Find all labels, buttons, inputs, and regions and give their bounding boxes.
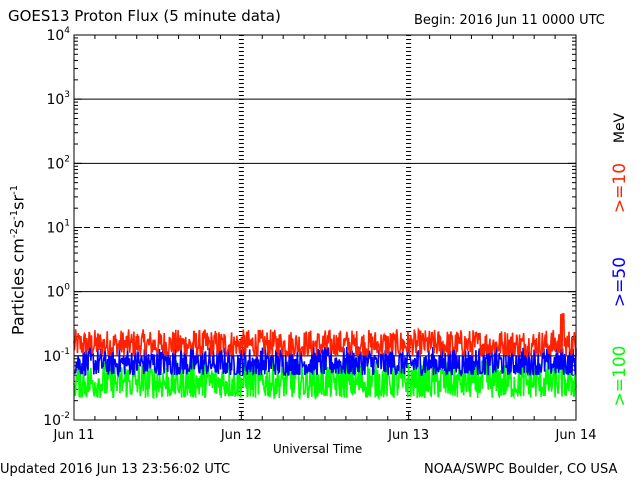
y-tick-label: 103 [46,90,70,108]
y-tick-label: 10-1 [43,347,70,365]
updated-time: Updated 2016 Jun 13 23:56:02 UTC [0,462,231,477]
x-tick-label: Jun 11 [53,428,95,443]
y-tick-label: 100 [46,283,70,301]
y-tick-label: 10-2 [43,411,70,429]
x-axis-label: Universal Time [273,442,363,456]
y-axis-label: Particles cm-2s-1sr-1 [8,184,28,336]
legend-series-50: >=50 [610,256,630,308]
series-line-50mev [73,344,577,378]
begin-time: Begin: 2016 Jun 11 0000 UTC [414,13,605,28]
credit: NOAA/SWPC Boulder, CO USA [424,462,618,477]
y-tick-label: 101 [46,219,70,237]
plot-frame [73,34,577,421]
series-line-10mev [73,313,577,359]
legend-series-100: >=100 [610,345,630,407]
y-tick-label: 104 [46,26,70,44]
legend-series-10: >=10 [610,162,630,214]
x-tick-label: Jun 13 [387,428,429,443]
unit-label: MeV [612,112,628,144]
series-line-100mev [73,357,577,401]
y-tick-label: 102 [46,154,70,172]
x-tick-label: Jun 12 [220,428,262,443]
x-tick-label: Jun 14 [555,428,597,443]
chart-title: GOES13 Proton Flux (5 minute data) [8,7,281,25]
